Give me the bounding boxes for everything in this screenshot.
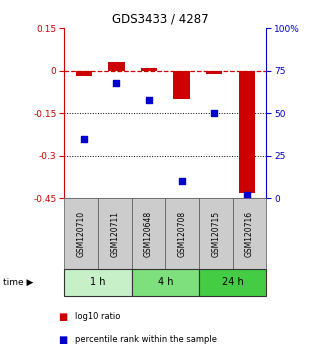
Text: GSM120710: GSM120710 [76,211,86,257]
Text: GDS3433 / 4287: GDS3433 / 4287 [112,12,209,25]
Bar [141,68,157,71]
Text: log10 ratio: log10 ratio [75,312,121,320]
Text: 1 h: 1 h [90,277,106,287]
Text: ■: ■ [58,312,67,321]
Bar [206,71,222,74]
Text: ■: ■ [58,335,67,344]
Text: GSM120716: GSM120716 [245,211,254,257]
Text: time ▶: time ▶ [3,278,34,287]
Point [146,97,152,103]
Text: GSM120711: GSM120711 [110,211,119,257]
Point [179,178,184,184]
Point [81,136,86,142]
Bar [108,62,125,71]
Point [114,80,119,86]
Text: 4 h: 4 h [158,277,173,287]
Text: GSM120708: GSM120708 [178,211,187,257]
Point [212,110,217,116]
Text: percentile rank within the sample: percentile rank within the sample [75,335,217,343]
Bar [239,71,255,193]
Point [244,192,249,198]
Text: GSM120648: GSM120648 [144,211,153,257]
Bar [173,71,190,99]
Text: 24 h: 24 h [222,277,244,287]
Bar [76,71,92,76]
Text: GSM120715: GSM120715 [211,211,221,257]
